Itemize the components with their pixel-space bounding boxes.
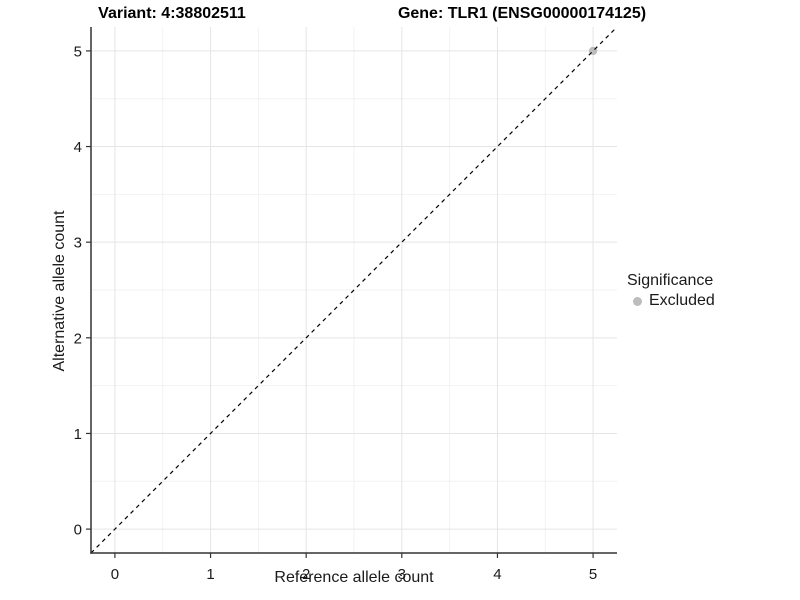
legend-entry-label: Excluded	[649, 292, 715, 309]
plot-title-gene: Gene: TLR1 (ENSG00000174125)	[397, 5, 647, 22]
y-tick-label: 1	[74, 426, 82, 443]
legend-title: Significance	[627, 272, 714, 289]
x-tick-label: 3	[398, 566, 406, 583]
x-tick-label: 4	[493, 566, 501, 583]
y-tick-label: 0	[74, 522, 82, 539]
y-tick-label: 4	[74, 139, 82, 156]
x-tick-label: 2	[302, 566, 310, 583]
x-axis-title: Reference allele count	[274, 569, 434, 586]
y-tick-label: 2	[74, 330, 82, 347]
x-tick-label: 5	[589, 566, 597, 583]
legend: Significance Excluded	[627, 271, 715, 310]
legend-entry-excluded: Excluded	[627, 292, 715, 310]
identity-line	[90, 26, 618, 554]
y-tick-label: 3	[74, 235, 82, 252]
y-axis-title: Alternative allele count	[51, 210, 68, 372]
plot-title-variant: Variant: 4:38802511	[98, 5, 246, 22]
x-tick-label: 1	[206, 566, 214, 583]
x-tick-label: 0	[111, 566, 119, 583]
legend-point-icon	[633, 296, 642, 306]
y-tick-label: 5	[74, 43, 82, 60]
